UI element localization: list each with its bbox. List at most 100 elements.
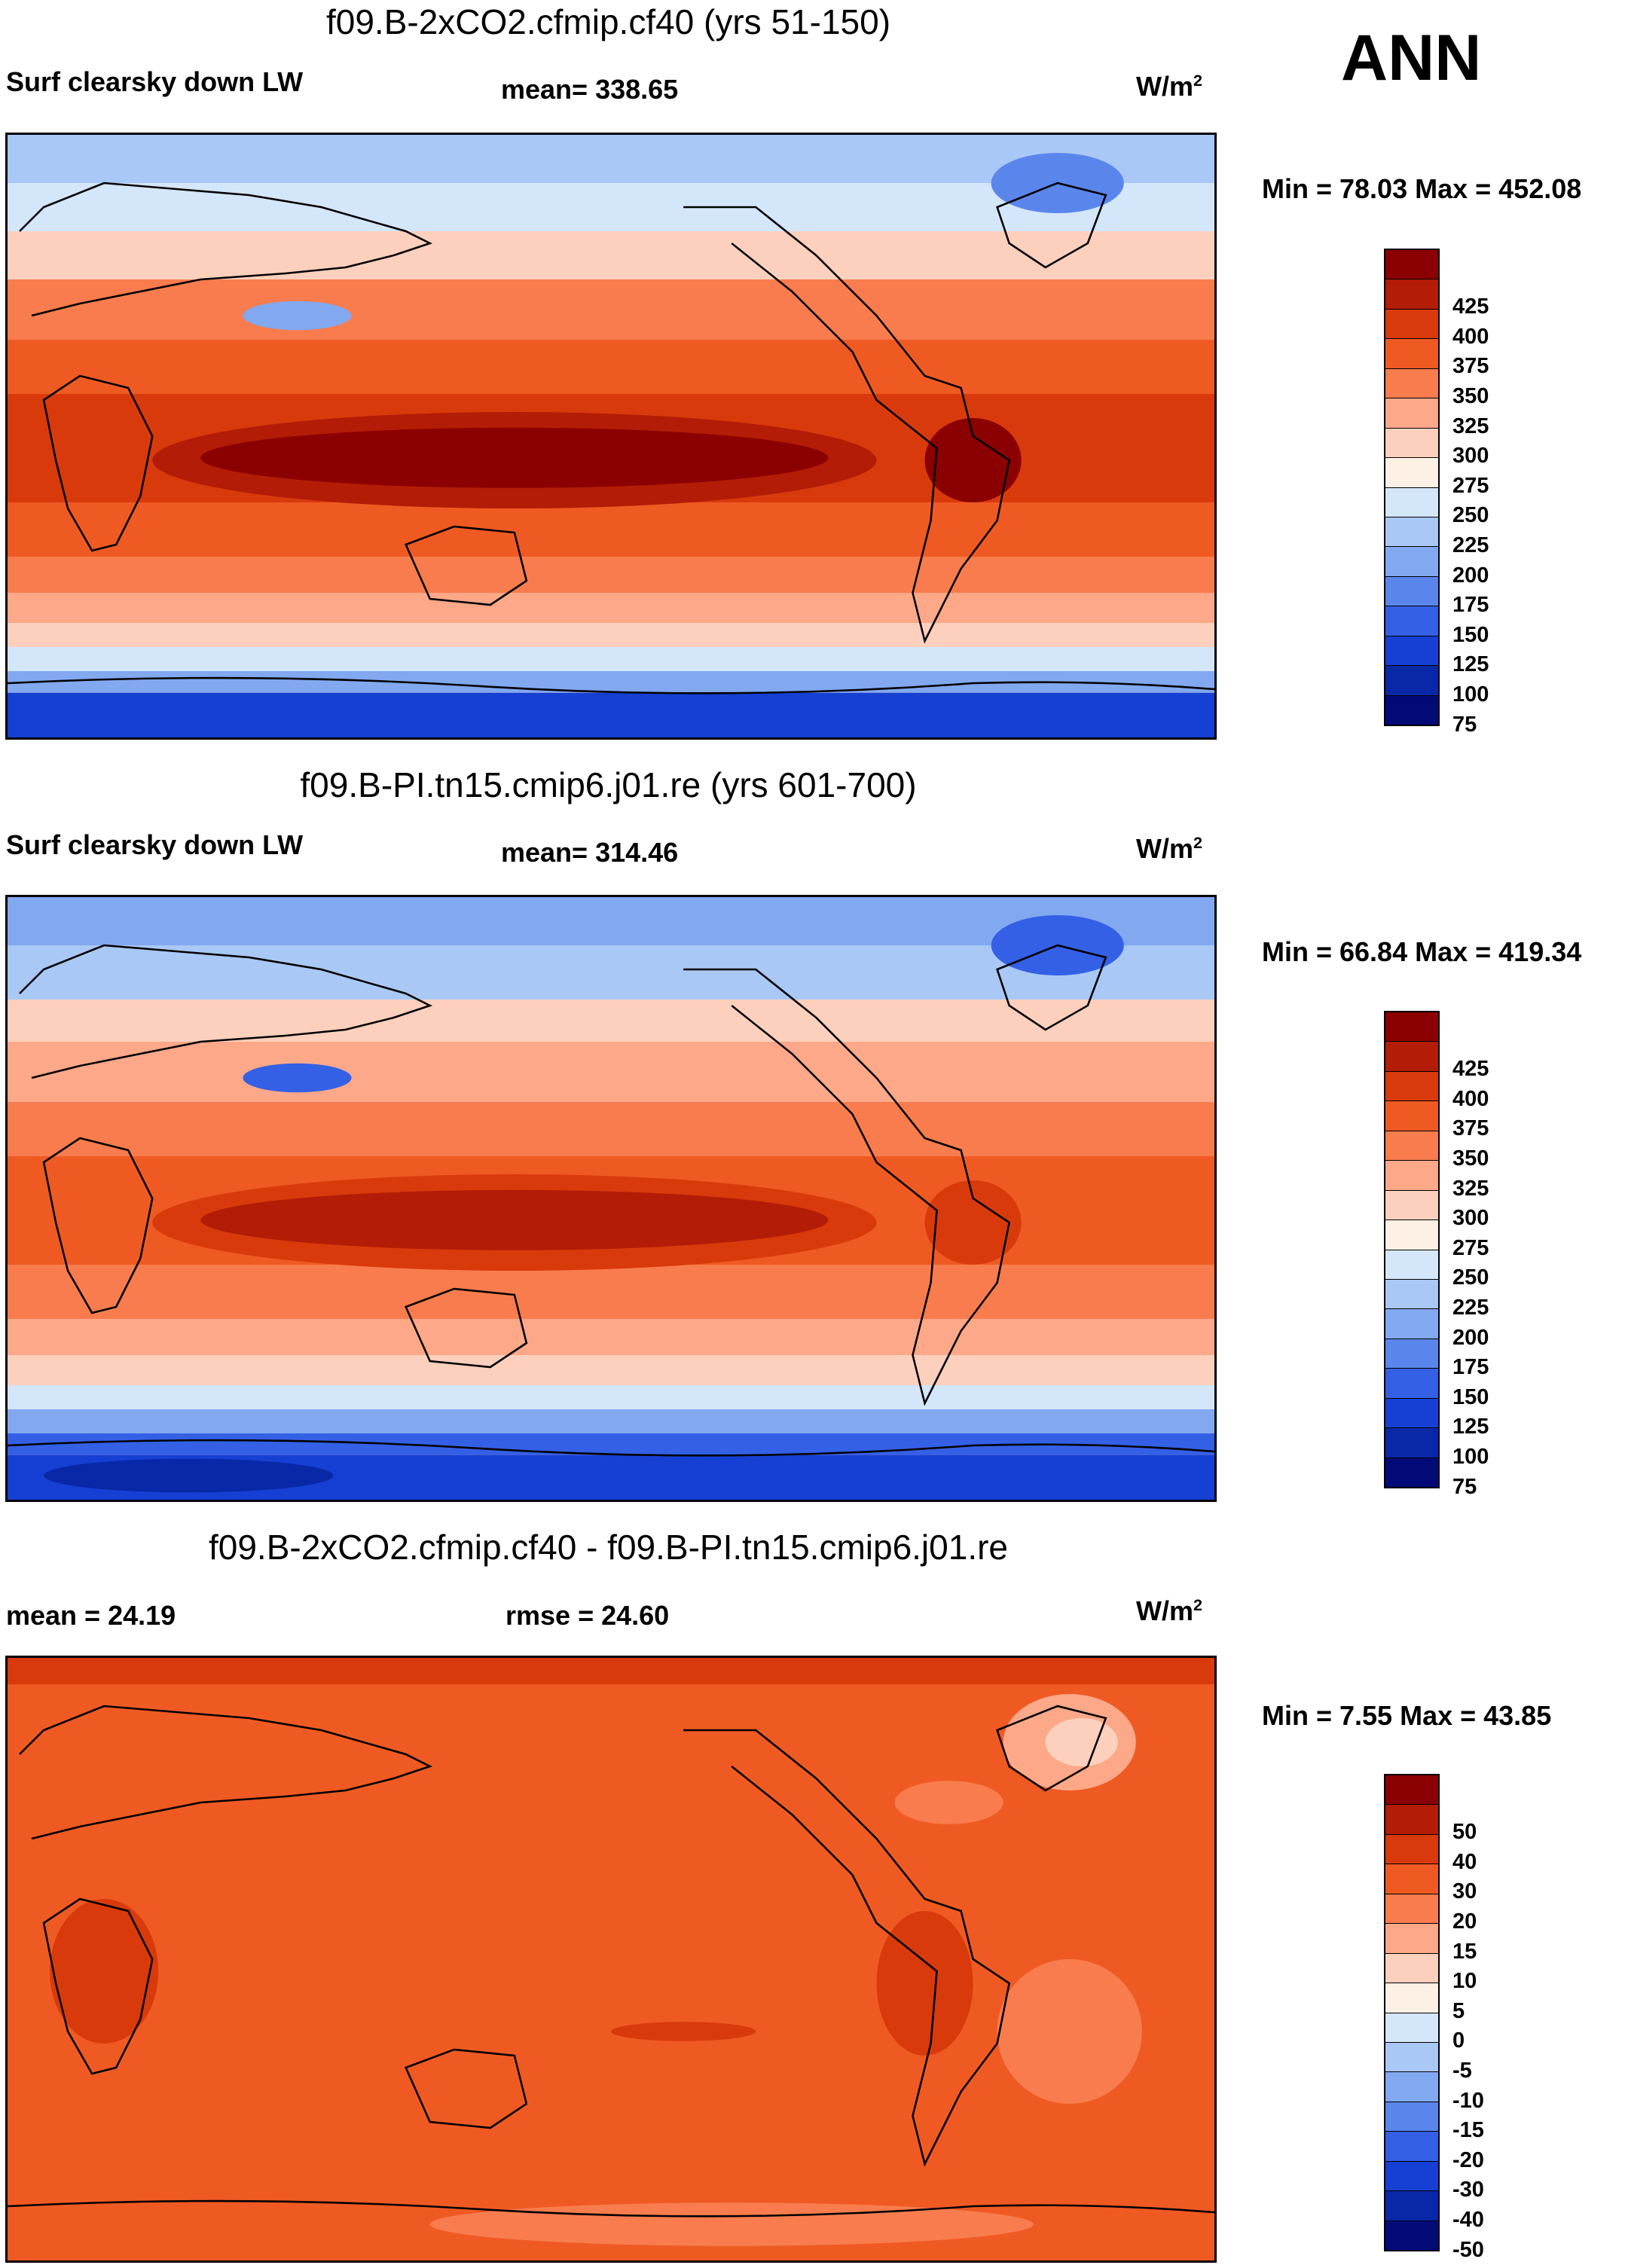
colorbar-swatch bbox=[1385, 279, 1438, 310]
panel1-units: W/m2 bbox=[1136, 71, 1203, 102]
colorbar-swatch bbox=[1385, 606, 1438, 636]
panel1-colorbar bbox=[1384, 249, 1440, 726]
colorbar-tick-label: -50 bbox=[1452, 2238, 1484, 2262]
colorbar-tick-label: 100 bbox=[1452, 1445, 1489, 1469]
panel2-variable-label: Surf clearsky down LW bbox=[6, 829, 304, 860]
colorbar-tick-label: 40 bbox=[1452, 1850, 1477, 1874]
panel3-map bbox=[5, 1656, 1217, 2263]
colorbar-tick-label: 50 bbox=[1452, 1820, 1477, 1844]
colorbar-swatch bbox=[1385, 1894, 1438, 1925]
colorbar-swatch bbox=[1385, 1924, 1438, 1954]
colorbar-swatch bbox=[1385, 339, 1438, 369]
colorbar-tick-label: 350 bbox=[1452, 1146, 1489, 1171]
panel2-title: f09.B-PI.tn15.cmip6.j01.re (yrs 601-700) bbox=[300, 765, 917, 804]
panel3-mean-label: mean = 24.19 bbox=[6, 1600, 176, 1631]
colorbar-swatch bbox=[1385, 1101, 1438, 1131]
colorbar-tick-label: -40 bbox=[1452, 2208, 1484, 2232]
colorbar-tick-label: 250 bbox=[1452, 503, 1489, 527]
panel2-minmax: Min = 66.84 Max = 419.34 bbox=[1262, 936, 1582, 967]
colorbar-swatch bbox=[1385, 368, 1438, 399]
colorbar-tick-label: 300 bbox=[1452, 444, 1489, 468]
colorbar-tick-label: 10 bbox=[1452, 1969, 1477, 1993]
panel1-mean-label: mean= 338.65 bbox=[501, 74, 679, 105]
season-label: ANN bbox=[1341, 22, 1482, 94]
colorbar-swatch bbox=[1385, 1428, 1438, 1458]
panel1-map bbox=[5, 133, 1217, 740]
colorbar-swatch bbox=[1385, 1161, 1438, 1191]
colorbar-swatch bbox=[1385, 428, 1438, 459]
colorbar-tick-label: -5 bbox=[1452, 2059, 1472, 2083]
panel1-minmax: Min = 78.03 Max = 452.08 bbox=[1262, 173, 1582, 204]
colorbar-swatch bbox=[1385, 1339, 1438, 1369]
colorbar-swatch bbox=[1385, 576, 1438, 607]
colorbar-swatch bbox=[1385, 1042, 1438, 1072]
colorbar-tick-label: 300 bbox=[1452, 1206, 1489, 1230]
colorbar-tick-label: 125 bbox=[1452, 652, 1489, 676]
colorbar-tick-label: 425 bbox=[1452, 1057, 1489, 1081]
colorbar-swatch bbox=[1385, 2161, 1438, 2192]
colorbar-swatch bbox=[1385, 309, 1438, 340]
colorbar-tick-label: 150 bbox=[1452, 1385, 1489, 1409]
colorbar-tick-label: 5 bbox=[1452, 1999, 1465, 2023]
colorbar-swatch bbox=[1385, 1953, 1438, 1984]
colorbar-tick-label: 150 bbox=[1452, 623, 1489, 647]
colorbar-tick-label: 225 bbox=[1452, 1296, 1489, 1320]
colorbar-tick-label: 325 bbox=[1452, 1177, 1489, 1201]
colorbar-tick-label: -30 bbox=[1452, 2178, 1484, 2202]
colorbar-swatch bbox=[1385, 666, 1438, 696]
panel3-title: f09.B-2xCO2.cfmip.cf40 - f09.B-PI.tn15.c… bbox=[208, 1528, 1008, 1567]
colorbar-tick-label: 200 bbox=[1452, 1326, 1489, 1350]
colorbar-tick-label: 100 bbox=[1452, 682, 1489, 707]
colorbar-tick-label: 75 bbox=[1452, 713, 1477, 737]
panel2-mean-label: mean= 314.46 bbox=[501, 837, 679, 868]
colorbar-swatch bbox=[1385, 1369, 1438, 1399]
colorbar-tick-label: 350 bbox=[1452, 384, 1489, 408]
colorbar-swatch bbox=[1385, 695, 1438, 725]
colorbar-swatch bbox=[1385, 2221, 1438, 2250]
colorbar-tick-label: 0 bbox=[1452, 2028, 1465, 2053]
colorbar-tick-label: 250 bbox=[1452, 1265, 1489, 1290]
colorbar-swatch bbox=[1385, 2132, 1438, 2162]
colorbar-swatch bbox=[1385, 1864, 1438, 1894]
colorbar-swatch bbox=[1385, 1834, 1438, 1865]
colorbar-swatch bbox=[1385, 1458, 1438, 1487]
panel1-variable-label: Surf clearsky down LW bbox=[6, 66, 304, 97]
panel3-rmse-label: rmse = 24.60 bbox=[506, 1600, 670, 1631]
colorbar-swatch bbox=[1385, 547, 1438, 577]
panel2-colorbar bbox=[1384, 1011, 1440, 1488]
colorbar-swatch bbox=[1385, 2013, 1438, 2043]
colorbar-tick-label: 375 bbox=[1452, 354, 1489, 378]
colorbar-swatch bbox=[1385, 2191, 1438, 2221]
colorbar-tick-label: 15 bbox=[1452, 1940, 1477, 1964]
colorbar-swatch bbox=[1385, 458, 1438, 488]
colorbar-tick-label: 275 bbox=[1452, 1236, 1489, 1260]
colorbar-tick-label: 325 bbox=[1452, 414, 1489, 438]
colorbar-tick-label: 20 bbox=[1452, 1909, 1477, 1934]
panel1-title: f09.B-2xCO2.cfmip.cf40 (yrs 51-150) bbox=[325, 2, 891, 41]
colorbar-tick-label: 375 bbox=[1452, 1116, 1489, 1140]
colorbar-tick-label: 175 bbox=[1452, 593, 1489, 617]
panel3-colorbar bbox=[1384, 1774, 1440, 2251]
colorbar-tick-label: -10 bbox=[1452, 2089, 1484, 2113]
colorbar-swatch bbox=[1385, 250, 1438, 280]
colorbar-swatch bbox=[1385, 1775, 1438, 1806]
colorbar-swatch bbox=[1385, 1309, 1438, 1339]
colorbar-tick-label: 125 bbox=[1452, 1415, 1489, 1439]
colorbar-tick-label: -15 bbox=[1452, 2118, 1484, 2142]
colorbar-tick-label: 400 bbox=[1452, 325, 1489, 349]
colorbar-swatch bbox=[1385, 1071, 1438, 1102]
colorbar-swatch bbox=[1385, 2102, 1438, 2132]
colorbar-swatch bbox=[1385, 1398, 1438, 1429]
colorbar-tick-label: 400 bbox=[1452, 1087, 1489, 1111]
colorbar-tick-label: 200 bbox=[1452, 563, 1489, 588]
colorbar-tick-label: 425 bbox=[1452, 295, 1489, 319]
colorbar-tick-label: 275 bbox=[1452, 474, 1489, 498]
colorbar-tick-label: 175 bbox=[1452, 1355, 1489, 1379]
colorbar-swatch bbox=[1385, 1983, 1438, 2013]
colorbar-swatch bbox=[1385, 398, 1438, 429]
colorbar-tick-label: -20 bbox=[1452, 2148, 1484, 2172]
panel2-units: W/m2 bbox=[1136, 833, 1203, 864]
colorbar-swatch bbox=[1385, 487, 1438, 517]
panel3-units: W/m2 bbox=[1136, 1595, 1203, 1626]
panel3-minmax: Min = 7.55 Max = 43.85 bbox=[1262, 1700, 1552, 1731]
